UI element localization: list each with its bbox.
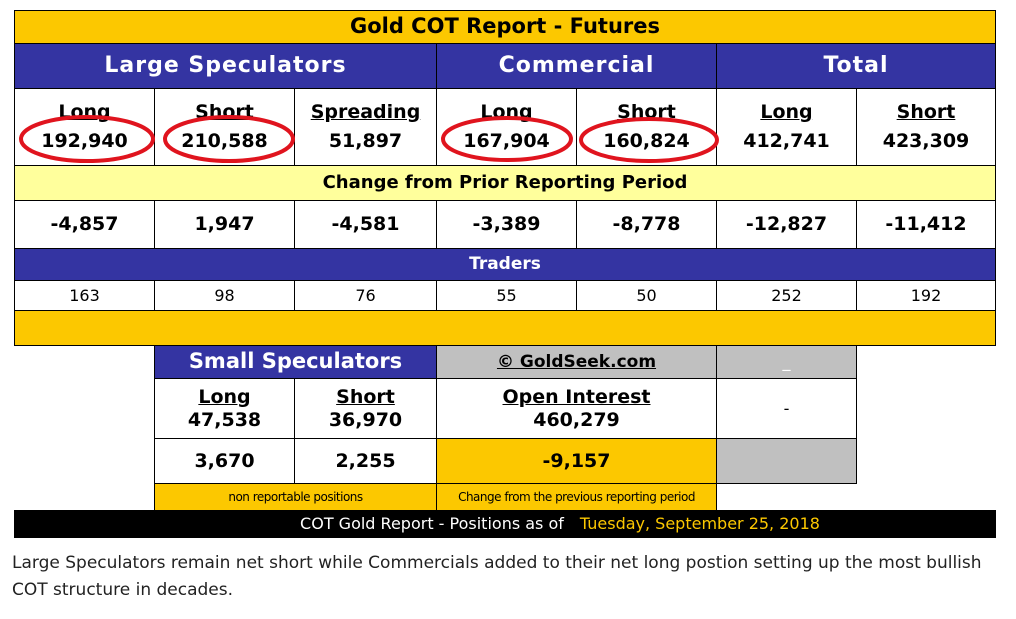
- change-value: -12,827: [745, 213, 828, 236]
- source-link: © GoldSeek.com: [496, 351, 657, 372]
- cell: © GoldSeek.com: [436, 345, 717, 379]
- cell: 55: [436, 280, 577, 311]
- position-value: 47,538: [187, 408, 262, 431]
- cell: Short 160,824: [576, 88, 717, 166]
- cell: 3,670: [154, 438, 295, 484]
- cell: Gold COT Report - Futures: [14, 10, 996, 44]
- position-value: 36,970: [328, 408, 403, 431]
- position-value: 167,904: [463, 130, 550, 152]
- trader-count: 50: [636, 285, 657, 305]
- cell: Large Speculators: [14, 43, 437, 89]
- cell: 252: [716, 280, 857, 311]
- change-value: 2,255: [335, 449, 396, 472]
- cell: -12,827: [716, 200, 857, 249]
- cell: Long 167,904: [436, 88, 577, 166]
- cell: Long 47,538: [154, 378, 295, 439]
- footer: COT Gold Report - Positions as of Tuesday…: [14, 510, 996, 538]
- column-header: Spreading: [310, 101, 421, 124]
- cell: 50: [576, 280, 717, 311]
- cell: Change from Prior Reporting Period: [14, 165, 996, 201]
- trader-count: 252: [771, 285, 802, 305]
- cell: Open Interest 460,279: [436, 378, 717, 439]
- trader-count: 98: [214, 285, 235, 305]
- column-header: Short: [336, 385, 395, 408]
- side-mark: _: [782, 352, 791, 372]
- group-header: Large Speculators: [104, 52, 347, 78]
- position-value: 412,741: [743, 130, 830, 152]
- change-value: -8,778: [612, 213, 681, 236]
- note: non reportable positions: [228, 489, 363, 504]
- cell: 2,255: [294, 438, 437, 484]
- table-title: Gold COT Report - Futures: [349, 14, 661, 39]
- position-value: 423,309: [882, 130, 970, 152]
- position-value: 160,824: [603, 130, 690, 152]
- column-header: Short: [617, 101, 676, 124]
- position-value: 51,897: [328, 130, 403, 152]
- cell: -: [716, 378, 857, 439]
- cell: Total: [716, 43, 996, 89]
- cell: -4,581: [294, 200, 437, 249]
- column-header: Short: [195, 101, 254, 124]
- column-header: Long: [760, 101, 813, 124]
- cell: 1,947: [154, 200, 295, 249]
- cell: Long 412,741: [716, 88, 857, 166]
- cell: Change from the previous reporting perio…: [436, 483, 717, 511]
- change-value: 3,670: [194, 449, 255, 472]
- cell: 76: [294, 280, 437, 311]
- trader-count: 192: [910, 285, 942, 305]
- change-value: -11,412: [885, 213, 967, 236]
- cell: non reportable positions: [154, 483, 437, 511]
- cell: 163: [14, 280, 155, 311]
- open-interest-label: Open Interest: [502, 385, 651, 408]
- cell: 192: [856, 280, 996, 311]
- cell: Long 192,940: [14, 88, 155, 166]
- group-header: Total: [823, 52, 889, 78]
- cell: Short 210,588: [154, 88, 295, 166]
- group-header: Commercial: [498, 52, 655, 78]
- column-header: Short: [896, 101, 956, 124]
- cell: -9,157: [436, 438, 717, 484]
- cell: Short 423,309: [856, 88, 996, 166]
- column-header: Long: [480, 101, 533, 124]
- change-value: -3,389: [472, 213, 541, 236]
- position-value: 192,940: [41, 130, 128, 152]
- caption: Large Speculators remain net short while…: [12, 553, 982, 600]
- section-title: Traders: [469, 254, 541, 275]
- cell: -11,412: [856, 200, 996, 249]
- side-mark: -: [783, 398, 790, 418]
- cell: Short 36,970: [294, 378, 437, 439]
- cell: -3,389: [436, 200, 577, 249]
- cell: -8,778: [576, 200, 717, 249]
- column-header: Long: [198, 385, 251, 408]
- cell: 98: [154, 280, 295, 311]
- group-header: Small Speculators: [188, 349, 403, 374]
- change-value: -4,581: [331, 213, 400, 236]
- empty-cell: [716, 438, 857, 484]
- change-value: -9,157: [542, 449, 611, 472]
- cell: _: [716, 345, 857, 379]
- cell: Spreading 51,897: [294, 88, 437, 166]
- note: Change from the previous reporting perio…: [458, 489, 695, 504]
- section-title: Change from Prior Reporting Period: [322, 172, 688, 194]
- cell: -4,857: [14, 200, 155, 249]
- cell: Traders: [14, 248, 996, 281]
- trader-count: 163: [69, 285, 100, 305]
- change-value: 1,947: [194, 213, 255, 236]
- trader-count: 55: [496, 285, 517, 305]
- cell: Small Speculators: [154, 345, 437, 379]
- open-interest-value: 460,279: [533, 408, 620, 431]
- cell: Commercial: [436, 43, 717, 89]
- position-value: 210,588: [181, 130, 268, 152]
- change-value: -4,857: [50, 213, 119, 236]
- spacer-row: [14, 310, 996, 346]
- footer-date: Tuesday, September 25, 2018: [579, 514, 820, 534]
- footer-label: COT Gold Report - Positions as of: [300, 514, 564, 534]
- column-header: Long: [58, 101, 111, 124]
- trader-count: 76: [355, 285, 376, 305]
